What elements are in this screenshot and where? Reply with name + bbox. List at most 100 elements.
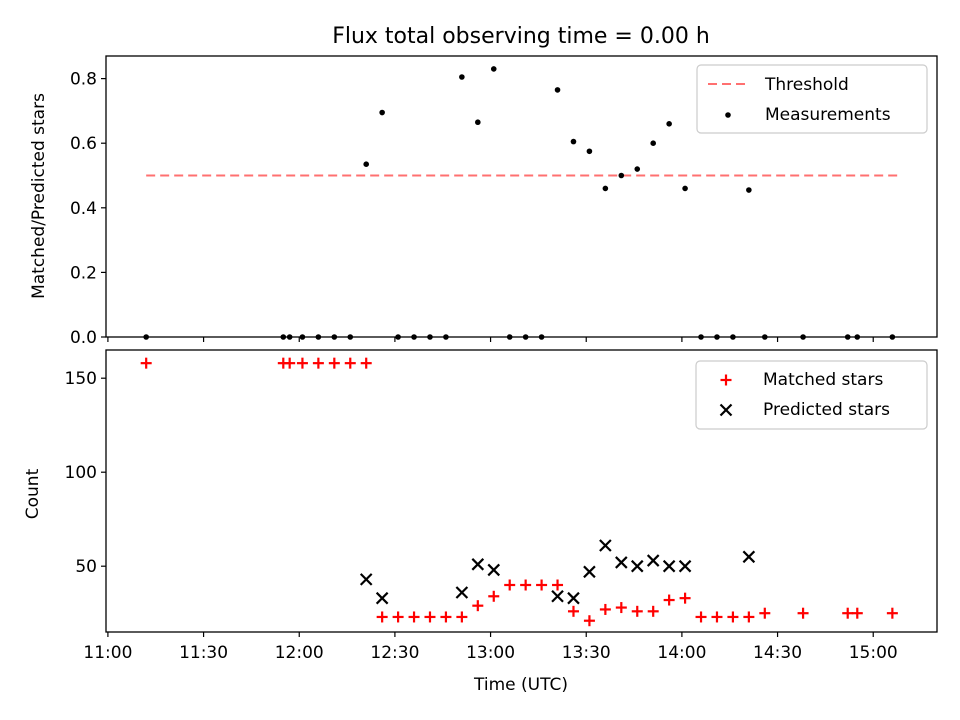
matched-star-point: [488, 590, 500, 602]
top-y-axis-label: Matched/Predicted stars: [29, 93, 49, 299]
measurement-point: [618, 172, 625, 179]
x-axis-label: Time (UTC): [473, 675, 568, 695]
top-plot-frame: [105, 55, 938, 338]
matched-star-point: [567, 605, 579, 617]
legend-matched-swatch: [720, 374, 732, 386]
bottom-plot-frame: [105, 349, 938, 633]
x-tick-label: 12:30: [370, 643, 419, 663]
predicted-star-point: [487, 563, 501, 577]
matched-star-point: [663, 594, 675, 606]
matched-star-point: [140, 357, 152, 369]
measurement-point: [634, 166, 641, 172]
matched-star-point: [284, 357, 296, 369]
matched-star-point: [851, 607, 863, 619]
predicted-star-point: [646, 554, 660, 567]
legend-predicted-marker: [719, 403, 733, 417]
matched-star-point: [842, 607, 854, 619]
measurement-point: [682, 185, 688, 192]
x-tick-label: 13:00: [466, 643, 515, 663]
top-y-tick-label: 0.4: [70, 199, 97, 219]
measurement-point: [379, 109, 385, 116]
legend-threshold-label: Threshold: [764, 75, 849, 95]
predicted-star-point: [567, 591, 580, 605]
bottom-y-tick-label: 150: [65, 369, 97, 389]
measurement-point: [602, 185, 609, 192]
predicted-star-point: [471, 558, 485, 571]
measurement-point: [666, 121, 672, 127]
top-legend: Threshold Measurements: [696, 64, 928, 134]
matched-star-point: [536, 579, 548, 591]
legend-measurements-swatch: [725, 112, 731, 118]
bottom-x-ticks: 11:00 11:30 12:00 12:30 13:00 13:30 14:00 14:30…: [83, 632, 898, 663]
measurement-point: [746, 187, 752, 193]
matched-star-point: [360, 357, 372, 369]
measurement-point: [650, 140, 656, 147]
bottom-panel: 50 100 150 11:00 11:30 12:00 12:30 13:00 13:30 1…: [23, 349, 938, 695]
bottom-y-tick-label: 100: [65, 463, 97, 483]
legend-predicted-swatch: [719, 403, 733, 417]
matched-star-point: [376, 611, 388, 623]
measurement-point: [570, 138, 577, 145]
legend-matched-label: Matched stars: [763, 370, 883, 390]
top-y-tick-label: 0.6: [70, 134, 97, 154]
matched-star-point: [797, 607, 809, 619]
x-tick-label: 15:00: [849, 643, 898, 663]
x-tick-label: 14:00: [657, 643, 706, 663]
count-points: [140, 357, 898, 627]
matched-star-point: [552, 579, 564, 591]
measurement-point: [586, 148, 593, 155]
matched-star-point: [456, 611, 468, 623]
bottom-legend: Matched stars Predicted stars: [695, 360, 928, 430]
x-tick-label: 11:00: [83, 643, 132, 663]
bottom-y-axis-label: Count: [23, 468, 43, 519]
matched-star-point: [727, 611, 739, 623]
matched-star-point: [679, 592, 691, 604]
predicted-star-point: [742, 550, 756, 564]
top-y-tick-label: 0.0: [70, 328, 97, 348]
measurement-point: [475, 119, 481, 126]
x-tick-label: 13:30: [562, 643, 611, 663]
matched-star-point: [344, 357, 356, 369]
top-legend-box: [696, 64, 928, 134]
top-y-tick-label: 0.2: [70, 263, 97, 283]
predicted-star-point: [630, 559, 644, 573]
predicted-star-point: [455, 586, 469, 599]
matched-star-point: [886, 607, 898, 619]
predicted-star-point: [678, 559, 692, 573]
top-y-ticks: 0.0 0.2 0.4 0.6 0.8: [70, 70, 106, 348]
matched-star-point: [631, 605, 643, 617]
bottom-legend-box: [695, 360, 928, 430]
predicted-star-point: [551, 590, 564, 603]
matched-star-point: [583, 615, 595, 627]
legend-predicted-label: Predicted stars: [763, 400, 890, 420]
chart-title: Flux total observing time = 0.00 h: [332, 24, 710, 49]
matched-star-point: [408, 611, 420, 623]
matched-star-point: [647, 605, 659, 617]
predicted-star-point: [375, 591, 389, 605]
matched-star-point: [615, 602, 627, 614]
matched-star-point: [743, 611, 755, 623]
x-tick-label: 11:30: [179, 643, 228, 663]
measurement-point: [363, 161, 370, 168]
matched-star-point: [440, 611, 452, 623]
measurement-points: [143, 66, 896, 340]
matched-star-point: [599, 603, 611, 615]
predicted-star-point: [359, 573, 373, 586]
matched-star-point: [328, 357, 340, 369]
predicted-star-point: [615, 556, 628, 569]
matched-star-point: [504, 579, 516, 591]
legend-matched-marker: [720, 374, 732, 386]
matched-star-point: [392, 611, 404, 623]
matched-star-point: [296, 357, 308, 369]
matched-star-point: [520, 579, 532, 591]
measurement-point: [554, 87, 561, 93]
matched-star-point: [472, 600, 484, 612]
bottom-y-tick-label: 50: [75, 557, 97, 577]
top-x-ticks: [107, 337, 874, 342]
x-tick-label: 12:00: [275, 643, 324, 663]
measurement-point: [459, 74, 465, 80]
bottom-y-ticks: 50 100 150: [65, 369, 106, 577]
top-y-tick-label: 0.8: [70, 70, 97, 90]
legend-measurements-label: Measurements: [765, 105, 891, 125]
